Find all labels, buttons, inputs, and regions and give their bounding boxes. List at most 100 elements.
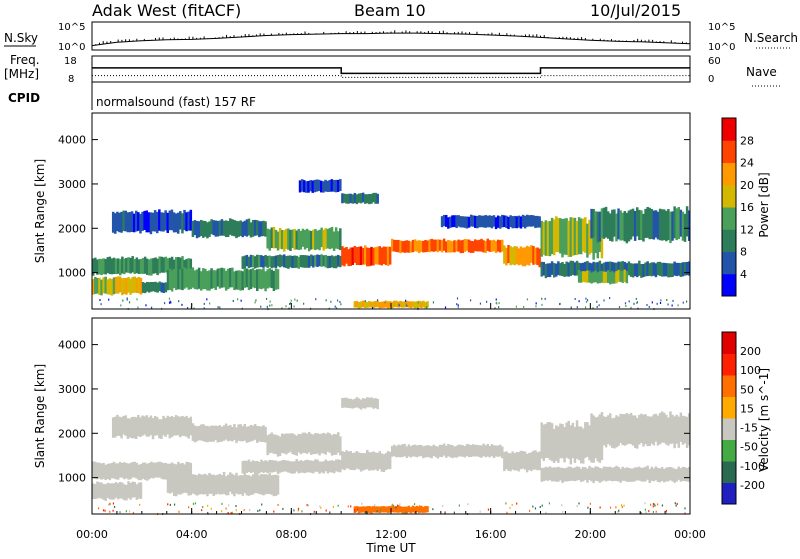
scatter-cell [370,506,373,514]
scatter-cell [152,462,155,479]
time-axis-ticks: 00:00 04:00 08:00 12:00 16:00 20:00 00:00 [76,303,706,541]
scatter-cell [683,467,687,482]
scatter-cell [116,414,119,436]
scatter-cell [128,301,131,304]
scatter-cell [361,453,365,471]
scatter-cell [642,414,645,447]
scatter-cell [132,511,135,514]
x-tick-label: 00:00 [76,528,108,541]
scatter-cell [111,417,115,438]
scatter-cell [102,509,105,512]
scatter-cell [359,193,363,204]
scatter-cell [505,215,508,229]
scatter-cell [243,220,247,236]
scatter-cell [525,245,529,265]
scatter-cell [665,210,668,242]
scatter-cell [619,270,622,282]
scatter-cell [577,262,581,277]
scatter-cell [326,461,330,474]
scatter-cell [260,269,263,290]
scatter-cell [164,417,167,437]
scatter-cell [476,240,479,252]
scatter-cell [191,474,195,494]
scatter-cell [584,217,587,253]
colorbar-tick-label: 28 [740,134,754,147]
scatter-cell [613,262,616,277]
scatter-cell [285,460,288,472]
scatter-cell [104,464,107,481]
scatter-cell [197,221,201,238]
scatter-cell [269,304,271,307]
scatter-cell [139,503,141,506]
scatter-cell [297,507,300,510]
scatter-cell [590,272,593,284]
scatter-cell [587,506,589,509]
scatter-cell [540,467,543,482]
scatter-cell [249,508,251,511]
scatter-cell [355,397,359,408]
scatter-cell [216,268,220,287]
scatter-cell [501,214,504,228]
colorbar-frame [721,331,737,505]
scatter-cell [343,452,346,471]
scatter-cell [324,228,328,249]
scatter-cell [264,460,267,473]
scatter-cell [656,415,660,446]
scatter-cell [183,416,186,436]
scatter-cell [307,460,311,473]
scatter-cell [561,467,564,483]
scatter-cell [206,475,209,497]
scatter-cell [366,506,369,513]
scatter-cell [573,262,577,276]
scatter-cell [685,300,688,303]
scatter-cell [642,213,645,242]
scatter-cell [436,239,440,253]
scatter-cell [391,301,394,309]
scatter-cell [636,207,639,237]
scatter-cell [351,452,355,471]
x-tick-label: 00:00 [674,528,706,541]
colorbar-swatch [722,118,736,141]
scatter-cell [523,247,527,267]
scatter-cell [478,445,481,458]
scatter-cell [509,215,512,228]
scatter-cell [646,465,649,480]
scatter-cell [114,482,118,498]
scatter-cell [260,426,263,443]
scatter-cell [422,300,425,308]
scatter-cell [577,426,581,461]
scatter-cell [181,256,184,273]
scatter-cell [332,256,336,269]
nsearch-tick-top: 10^5 [708,22,735,33]
scatter-cell [150,461,153,478]
scatter-cell [482,443,485,457]
scatter-cell [370,397,373,408]
scatter-cell [479,510,481,513]
scatter-cell [324,433,328,455]
colorbar-swatch [722,273,736,297]
scatter-cell [623,414,627,446]
scatter-cell [596,211,600,243]
scatter-cell [669,263,672,278]
scatter-cell [687,413,691,446]
scatter-cell [245,426,249,443]
scatter-cell [172,417,176,436]
scatter-cell [303,180,306,193]
scatter-cell [332,460,336,474]
scatter-cell [674,502,676,505]
scatter-cell [546,467,550,481]
scatter-cell [206,425,209,443]
scatter-cell [254,301,256,304]
scatter-cell [139,482,143,499]
scatter-cell [162,463,166,480]
scatter-cell [303,460,307,474]
scatter-cell [316,433,319,454]
scatter-cell [673,416,676,449]
scatter-cell [625,467,629,482]
scatter-cell [264,426,267,443]
scatter-cell [417,300,421,308]
scatter-cell [440,240,444,253]
scatter-cell [571,467,575,481]
scatter-cell [131,276,134,294]
